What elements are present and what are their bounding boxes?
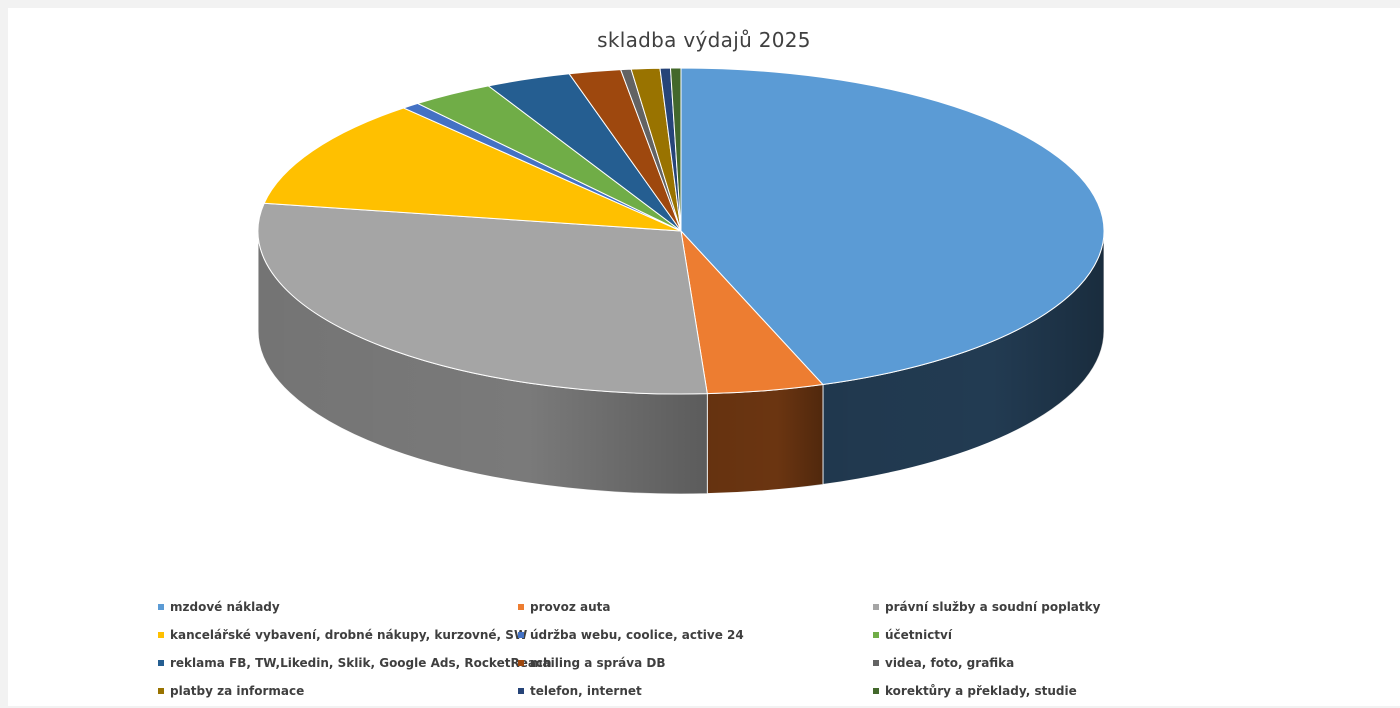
- legend-item: mailing a správa DB: [518, 654, 665, 672]
- legend-swatch: [158, 660, 164, 666]
- legend-label: korektůry a překlady, studie: [885, 684, 1077, 698]
- legend-label: videa, foto, grafika: [885, 656, 1015, 670]
- legend-item: právní služby a soudní poplatky: [873, 598, 1100, 616]
- legend-label: mzdové náklady: [170, 600, 280, 614]
- legend-label: právní služby a soudní poplatky: [885, 600, 1101, 614]
- pie-slice: [680, 67, 1105, 386]
- legend-label: platby za informace: [170, 684, 305, 698]
- legend-swatch: [873, 604, 879, 610]
- pie-slice-side-shade: [258, 231, 708, 494]
- legend-label: údržba webu, coolice, active 24: [530, 628, 744, 642]
- legend-label: mailing a správa DB: [530, 656, 666, 670]
- legend-item: korektůry a překlady, studie: [873, 682, 1077, 700]
- legend-swatch: [158, 632, 164, 638]
- legend-label: reklama FB, TW,Likedin, Sklik, Google Ad…: [170, 656, 552, 670]
- legend-item: účetnictví: [873, 626, 952, 644]
- legend-swatch: [158, 688, 164, 694]
- pie-slice-side-shade: [707, 384, 823, 494]
- legend-swatch: [518, 688, 524, 694]
- legend-swatch: [518, 660, 524, 666]
- legend-item: kancelářské vybavení, drobné nákupy, kur…: [158, 626, 527, 644]
- legend-label: telefon, internet: [530, 684, 642, 698]
- legend-swatch: [518, 604, 524, 610]
- legend-swatch: [158, 604, 164, 610]
- legend-item: reklama FB, TW,Likedin, Sklik, Google Ad…: [158, 654, 552, 672]
- chart-area: skladba výdajů 2025 mzdové náklady provoz…: [8, 8, 1400, 706]
- legend-swatch: [873, 632, 879, 638]
- legend-swatch: [873, 688, 879, 694]
- legend-label: účetnictví: [885, 628, 952, 642]
- legend-item: údržba webu, coolice, active 24: [518, 626, 744, 644]
- pie-slice: [669, 67, 682, 232]
- chart-title: skladba výdajů 2025: [597, 28, 811, 52]
- legend-item: mzdové náklady: [158, 598, 280, 616]
- legend-item: provoz auta: [518, 598, 610, 616]
- pie-slice-side-shade: [822, 231, 1104, 485]
- legend-label: kancelářské vybavení, drobné nákupy, kur…: [170, 628, 528, 642]
- pie-chart: [257, 67, 1105, 495]
- legend-label: provoz auta: [530, 600, 611, 614]
- legend-item: videa, foto, grafika: [873, 654, 1014, 672]
- legend-swatch: [873, 660, 879, 666]
- pie-slice: [257, 202, 708, 395]
- legend-item: platby za informace: [158, 682, 304, 700]
- legend-item: telefon, internet: [518, 682, 642, 700]
- legend-swatch: [518, 632, 524, 638]
- chart-legend: mzdové náklady provoz auta právní služby a…: [158, 598, 1158, 708]
- pie-slice: [263, 107, 682, 232]
